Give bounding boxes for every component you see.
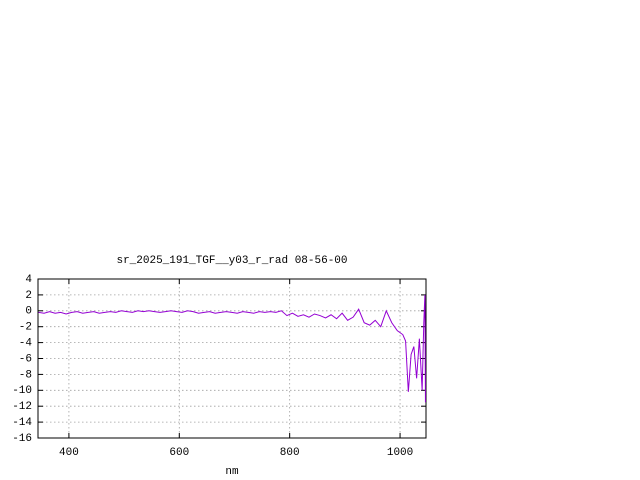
- y-tick-label: -16: [12, 433, 32, 445]
- y-tick-label: -2: [19, 322, 32, 334]
- y-tick-label: -14: [12, 417, 32, 429]
- y-tick-label: -8: [19, 369, 32, 381]
- x-axis-label: nm: [225, 466, 239, 478]
- y-tick-label: 2: [25, 290, 32, 302]
- x-tick-label: 1000: [387, 447, 413, 459]
- plot-frame: [37, 278, 427, 439]
- x-tick-label: 600: [169, 447, 189, 459]
- y-tick-label: -12: [12, 401, 32, 413]
- y-tick-label: -4: [19, 338, 33, 350]
- data-line: [38, 294, 426, 403]
- y-tick-label: 0: [25, 306, 32, 318]
- x-tick-label: 400: [59, 447, 79, 459]
- chart-title: sr_2025_191_TGF__y03_r_rad 08-56-00: [116, 255, 347, 267]
- y-tick-label: -10: [12, 385, 32, 397]
- y-tick-label: 4: [25, 274, 32, 286]
- x-tick-label: 800: [280, 447, 300, 459]
- y-tick-label: -6: [19, 353, 32, 365]
